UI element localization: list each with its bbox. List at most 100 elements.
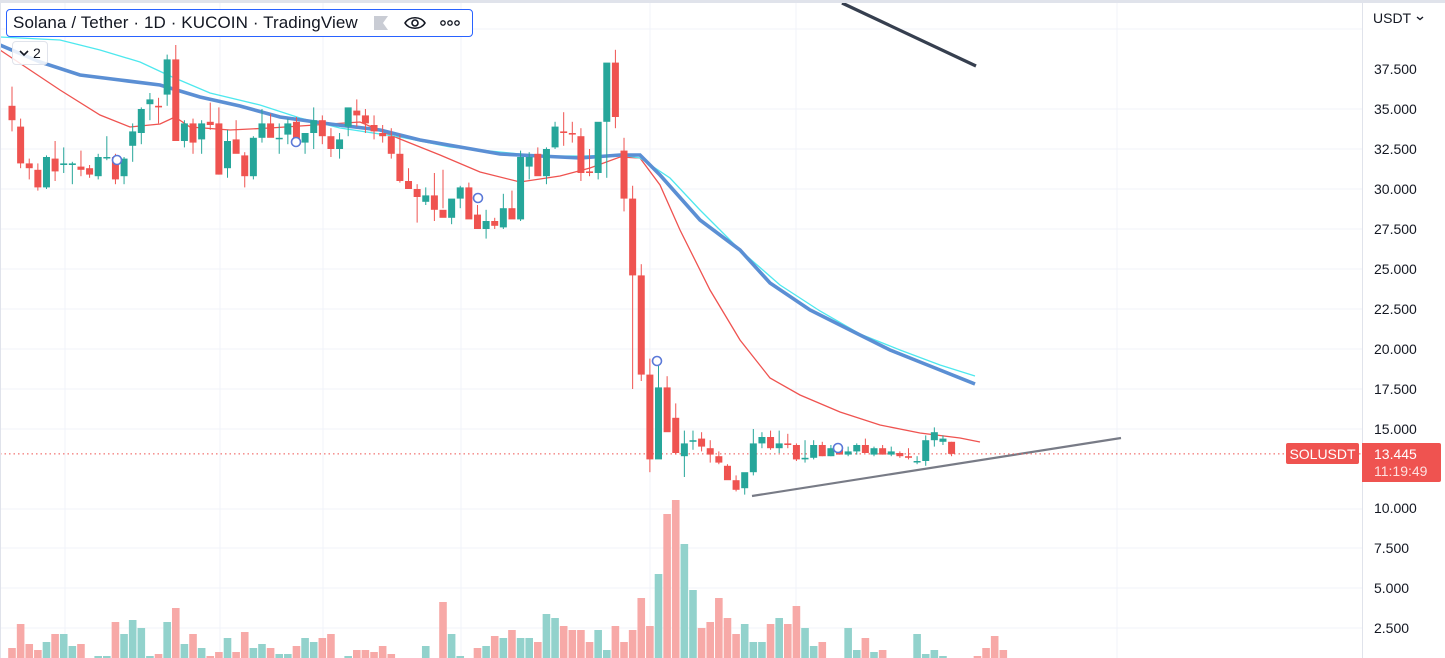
price-tick: 7.500: [1374, 540, 1410, 556]
volume-bar: [749, 642, 758, 658]
candle-body: [715, 456, 723, 463]
support-trendline: [751, 436, 1122, 498]
volume-bar: [740, 624, 749, 658]
volume-bar: [973, 656, 982, 658]
volume-bar: [447, 634, 456, 658]
candle-body: [77, 166, 85, 170]
volume-bar: [94, 656, 102, 658]
price-tick: 20.000: [1374, 341, 1417, 357]
volume-bar: [870, 652, 878, 658]
price-tick: 17.500: [1374, 381, 1417, 397]
volume-bar: [930, 650, 939, 658]
candle-body: [448, 198, 456, 218]
price-tick: 37.500: [1374, 61, 1417, 77]
price-tick: 32.500: [1374, 141, 1417, 157]
candle-body: [120, 158, 128, 177]
collapse-indicators-button[interactable]: 2: [12, 41, 48, 65]
currency-label: USDT: [1373, 10, 1412, 26]
price-tick: 22.500: [1374, 301, 1417, 317]
candle-body: [775, 443, 783, 449]
candle-body: [189, 123, 197, 143]
candle-body: [146, 99, 154, 105]
volume-bar: [25, 644, 34, 658]
volume-bar: [353, 650, 361, 658]
price-axis[interactable]: [1362, 3, 1445, 658]
candle-body: [784, 443, 792, 445]
price-tick: 35.000: [1374, 101, 1417, 117]
volume-bar: [77, 644, 85, 658]
candle-body: [284, 123, 292, 135]
candle-body: [353, 110, 361, 116]
volume-bar: [473, 648, 482, 658]
volume-bar: [499, 638, 508, 658]
volume-bar: [258, 644, 266, 658]
candle-body: [137, 109, 145, 133]
series-legend[interactable]: Solana / Tether · 1D · KUCOIN · TradingV…: [6, 9, 473, 37]
volume-bar: [59, 634, 68, 658]
candle-body: [758, 437, 766, 444]
volume-bar: [663, 514, 671, 658]
candle-body: [301, 133, 309, 143]
candle-body: [86, 168, 94, 175]
candle-body: [508, 208, 516, 220]
candle-body: [896, 453, 904, 457]
indicator-count: 2: [33, 45, 41, 61]
volume-bar: [654, 574, 663, 658]
volume-bar: [120, 634, 128, 658]
candle-body: [646, 374, 654, 460]
candle-body: [767, 437, 775, 449]
candle-body: [224, 141, 231, 169]
volume-bar: [646, 626, 654, 658]
volume-bar: [508, 630, 516, 658]
ma-fast-line: [0, 49, 981, 443]
volume-bar: [490, 636, 499, 658]
candle-body: [577, 136, 585, 173]
candle-body: [792, 445, 800, 460]
volume-bar: [534, 642, 542, 658]
candle-body: [663, 387, 671, 433]
volume-bar: [542, 614, 551, 658]
candle-body: [155, 105, 163, 108]
volume-bar: [378, 646, 387, 658]
candle-body: [801, 457, 809, 460]
top-border: [0, 0, 1445, 3]
candle-body: [275, 137, 283, 140]
volume-bar: [361, 650, 370, 658]
eye-icon[interactable]: [403, 15, 426, 31]
candle-body: [103, 157, 111, 159]
candle-body: [42, 157, 50, 188]
volume-bar: [51, 634, 59, 658]
candle-body: [413, 189, 421, 197]
candle-body: [206, 121, 214, 125]
volume-bar: [939, 656, 947, 658]
volume-bar: [732, 634, 740, 658]
volume-bar: [637, 598, 646, 658]
volume-bar: [723, 618, 732, 658]
candle-body: [680, 443, 688, 457]
candle-body: [249, 137, 257, 177]
volume-bar: [792, 606, 801, 658]
price-chart[interactable]: [0, 0, 1362, 658]
candle-body: [637, 275, 645, 375]
candle-body: [232, 139, 240, 154]
candle-body: [525, 157, 533, 167]
more-icon[interactable]: [439, 19, 460, 27]
ma-mid-line: [0, 43, 976, 386]
last-price-value: 13.445: [1374, 446, 1417, 462]
event-marker-icon: [111, 154, 123, 166]
candle-body: [68, 163, 76, 165]
candle-body: [534, 153, 542, 177]
chevron-down-icon: [19, 50, 29, 57]
volume-bar: [818, 642, 827, 658]
volume-bar: [878, 650, 887, 658]
price-tick: 15.000: [1374, 421, 1417, 437]
volume-bar: [689, 590, 697, 658]
candle-body: [904, 456, 912, 458]
event-marker-icon: [651, 355, 663, 367]
volume-bar: [577, 630, 585, 658]
currency-selector[interactable]: USDT: [1373, 10, 1425, 26]
candle-body: [672, 417, 680, 453]
candle-body: [17, 126, 25, 164]
flag-icon[interactable]: [372, 15, 390, 31]
ma-slow-line: [0, 36, 976, 377]
